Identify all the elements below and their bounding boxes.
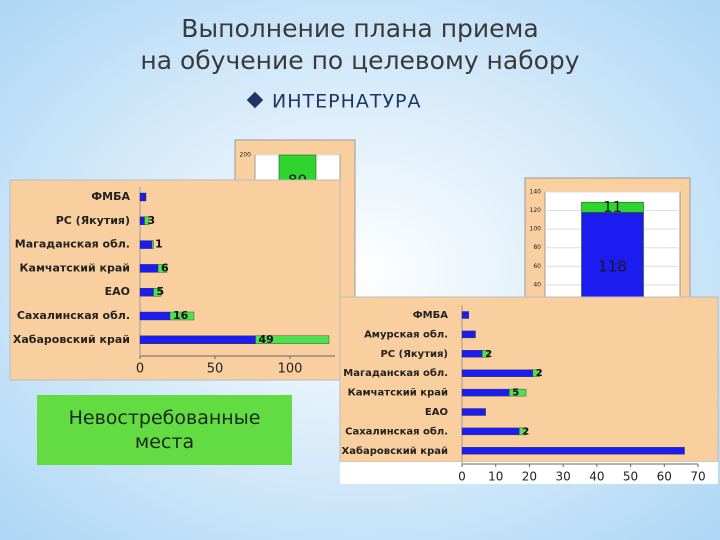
bar-segment [461, 369, 534, 377]
bar-segment [461, 447, 685, 455]
bar-segment [255, 335, 330, 344]
bar-segment [461, 408, 486, 416]
x-tick-label: 10 [488, 470, 503, 484]
bar-segment [139, 240, 153, 249]
category-label: Амурская обл. [364, 328, 448, 340]
bar-segment [169, 311, 195, 321]
bar-segment [519, 427, 527, 436]
x-tick-label: 20 [522, 470, 537, 484]
panel [9, 179, 341, 381]
data-label: 2 [485, 349, 492, 360]
bar-segment [139, 216, 145, 226]
x-tick-label: 30 [556, 470, 571, 484]
bar-segment [461, 311, 469, 319]
x-tick-label: 50 [623, 470, 638, 484]
data-label: 1 [155, 238, 163, 251]
category-label: Сахалинская обл. [17, 309, 130, 322]
x-tick-label: 70 [690, 470, 705, 484]
bar-segment [532, 369, 540, 377]
y-tick-label: 40 [533, 281, 541, 288]
data-label: 11 [603, 198, 622, 216]
x-tick-label: 100 [278, 362, 303, 377]
y-tick-label: 60 [533, 263, 541, 270]
category-label: Магаданская обл. [15, 238, 130, 251]
data-label: 2 [522, 426, 529, 437]
bar-segment [509, 388, 527, 397]
bar-segment [139, 335, 256, 344]
category-label: ФМБА [91, 190, 130, 203]
data-label: 5 [512, 388, 519, 399]
category-label: ЕАО [105, 285, 130, 298]
note-box [37, 395, 292, 465]
data-label: 118 [598, 258, 627, 276]
bar-segment [139, 311, 171, 321]
subtitle: ИНТЕРНАТУРА [272, 91, 422, 113]
category-label: Камчатский край [20, 261, 130, 274]
data-label: 5 [157, 285, 165, 298]
category-label: ЕАО [425, 407, 448, 418]
category-label: ФМБА [413, 310, 448, 321]
category-label: Магаданская обл. [343, 367, 448, 379]
x-tick-label: 60 [657, 470, 672, 484]
y-tick-label: 120 [530, 207, 542, 214]
category-label: РС (Якутия) [56, 214, 130, 227]
bar-segment [153, 288, 162, 297]
category-label: РС (Якутия) [380, 349, 448, 360]
charts: 0501001502002015120800204060801001201402… [9, 139, 719, 484]
bar-segment [461, 330, 476, 339]
data-label: 49 [259, 333, 274, 346]
x-tick-label: 40 [589, 470, 604, 484]
note: Невостребованные места [68, 407, 261, 453]
y-tick-label: 100 [530, 226, 542, 233]
category-label: Сахалинская обл. [345, 425, 448, 437]
title-line: на обучение по целевому набору [140, 46, 579, 75]
bar-segment [139, 264, 159, 273]
data-label: 3 [148, 214, 156, 227]
category-label: Хабаровский край [342, 445, 448, 457]
y-tick-label: 140 [530, 189, 542, 196]
data-label: 6 [161, 261, 169, 274]
bullet [246, 91, 264, 109]
category-label: Хабаровский край [13, 333, 130, 346]
bar-segment [151, 240, 154, 249]
axis-strip [340, 462, 718, 484]
bar-segment [581, 201, 644, 213]
bar-segment [144, 216, 150, 226]
x-tick-label: 0 [136, 362, 144, 377]
bar-segment [157, 264, 168, 273]
y-tick-label: 80 [533, 244, 541, 251]
bar-segment [461, 350, 483, 358]
bar-segment [482, 350, 490, 358]
data-label: 2 [536, 368, 543, 379]
panel [339, 296, 719, 463]
x-tick-label: 50 [207, 362, 224, 377]
bar-segment [461, 388, 510, 397]
note-holder: Невостребованные места [68, 407, 261, 453]
x-tick-label: 0 [458, 470, 466, 484]
bar-segment [139, 192, 147, 202]
category-label: Камчатский край [348, 388, 448, 399]
bar-segment [461, 427, 520, 436]
title-line: Выполнение плана приема [181, 14, 538, 43]
data-label: 16 [173, 309, 189, 322]
bar-segment [139, 288, 154, 297]
y-tick-label: 200 [240, 152, 252, 159]
